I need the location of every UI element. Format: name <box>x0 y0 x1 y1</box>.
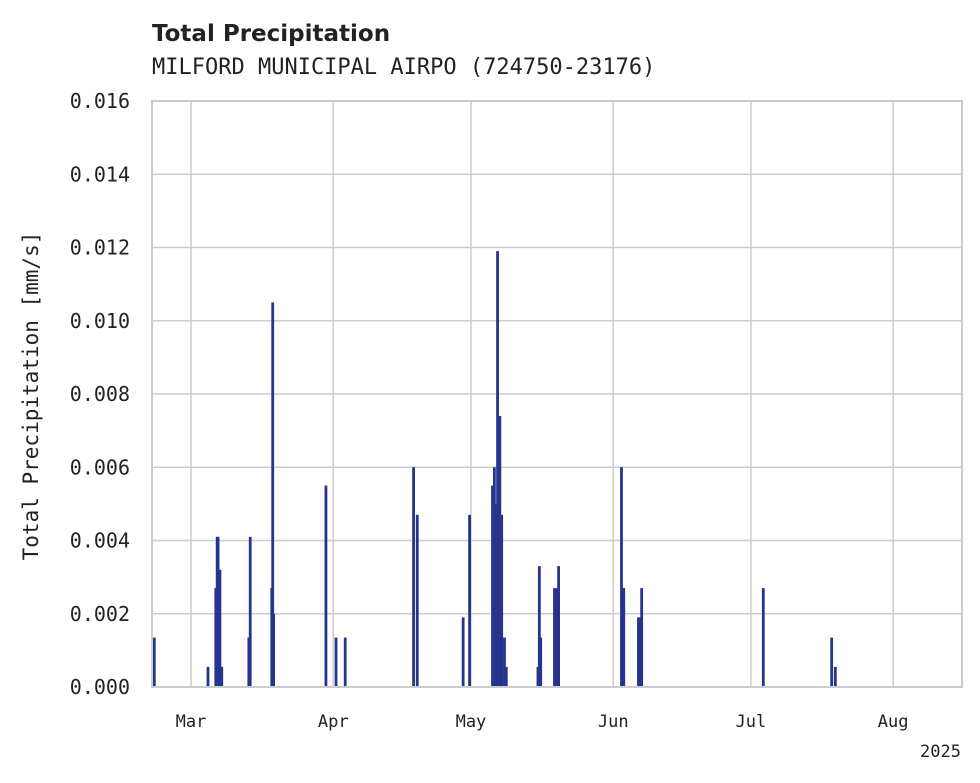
precipitation-bar <box>553 588 556 687</box>
y-tick-label: 0.012 <box>70 236 130 260</box>
precipitation-bar <box>833 666 837 687</box>
precipitation-bar <box>272 613 276 687</box>
y-tick-label: 0.006 <box>70 455 130 479</box>
x-tick-label: Mar <box>176 712 207 732</box>
chart-title: Total Precipitation <box>152 21 390 47</box>
precipitation-bar <box>334 637 338 687</box>
precipitation-bar <box>620 467 623 687</box>
y-tick-label: 0.014 <box>70 162 130 186</box>
y-tick-label: 0.008 <box>70 382 130 406</box>
plot-frame <box>151 100 963 688</box>
precipitation-bars <box>152 251 837 688</box>
x-tick-label: May <box>456 712 487 732</box>
x-axis-year-label: 2025 <box>920 742 961 762</box>
precipitation-bar <box>537 566 541 687</box>
y-tick-label: 0.004 <box>70 529 130 553</box>
precipitation-bar <box>557 566 561 687</box>
y-axis-ticks: 0.000 0.002 0.004 0.006 0.008 0.010 0.012 0.014… <box>70 89 130 699</box>
precipitation-bar <box>216 536 220 687</box>
y-tick-label: 0.016 <box>70 89 130 113</box>
x-axis-ticks: Mar Apr May Jun Jul Aug <box>176 712 909 732</box>
precipitation-bar <box>498 415 502 687</box>
precipitation-bar <box>500 514 504 687</box>
precipitation-bar <box>248 536 252 687</box>
precipitation-bar <box>640 588 644 687</box>
precipitation-bar <box>412 467 415 687</box>
precipitation-bar <box>152 637 156 687</box>
x-tick-label: Aug <box>878 712 909 732</box>
precipitation-bar <box>324 485 328 687</box>
precipitation-bar <box>554 588 558 687</box>
precipitation-bar <box>343 637 347 687</box>
precipitation-bar <box>415 514 419 687</box>
grid-lines <box>152 100 962 688</box>
x-tick-label: Apr <box>318 712 349 732</box>
y-tick-label: 0.002 <box>70 602 130 626</box>
precipitation-bar <box>761 588 765 687</box>
precipitation-bar <box>461 617 465 687</box>
precipitation-bar <box>218 569 222 687</box>
precipitation-bar <box>493 503 497 688</box>
precipitation-bar <box>496 251 499 687</box>
precipitation-bar <box>491 485 494 687</box>
precipitation-bar <box>503 637 506 687</box>
precipitation-bar <box>830 637 834 687</box>
chart-subtitle: MILFORD MUNICIPAL AIRPO (724750-23176) <box>152 55 655 80</box>
precipitation-bar <box>504 666 508 687</box>
x-tick-label: Jun <box>598 712 629 732</box>
precipitation-bar <box>468 514 471 687</box>
precipitation-bar <box>271 302 275 687</box>
precipitation-bar <box>638 617 642 687</box>
y-tick-label: 0.010 <box>70 309 130 333</box>
y-axis-label: Total Precipitation [mm/s] <box>19 232 43 561</box>
y-tick-label: 0.000 <box>70 675 130 699</box>
precipitation-bar <box>622 588 626 687</box>
precipitation-bar <box>220 666 224 687</box>
precipitation-bar <box>206 666 210 687</box>
x-tick-label: Jul <box>736 712 767 732</box>
precipitation-bar <box>539 637 543 687</box>
